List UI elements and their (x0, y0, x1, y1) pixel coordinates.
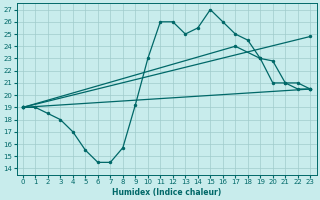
X-axis label: Humidex (Indice chaleur): Humidex (Indice chaleur) (112, 188, 221, 197)
